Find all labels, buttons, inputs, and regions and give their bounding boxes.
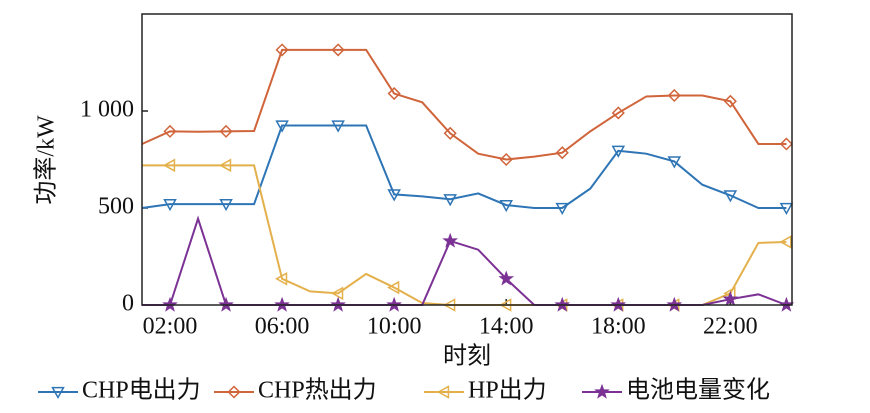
- marker: [163, 124, 177, 138]
- y-axis-label: 功率/kW: [33, 115, 60, 205]
- marker: [498, 270, 515, 286]
- x-tick-label: 14:00: [479, 314, 534, 340]
- marker: [555, 202, 570, 216]
- x-tick-label: 02:00: [143, 314, 198, 340]
- series-line: [142, 215, 787, 306]
- marker: [779, 202, 794, 216]
- marker: [723, 190, 738, 203]
- legend-label: 电池电量变化: [626, 377, 770, 404]
- marker: [779, 137, 793, 151]
- x-tick-label: 18:00: [591, 314, 646, 340]
- marker: [331, 43, 345, 57]
- marker: [443, 126, 457, 140]
- marker: [779, 235, 792, 249]
- marker: [722, 290, 739, 306]
- marker: [163, 198, 177, 212]
- marker: [667, 156, 682, 169]
- marker: [499, 152, 513, 167]
- marker: [611, 106, 625, 120]
- legend-label: HP出力: [468, 377, 547, 404]
- marker: [499, 199, 513, 213]
- series-line: [141, 124, 787, 209]
- marker: [219, 158, 232, 173]
- marker: [667, 88, 681, 103]
- legend-marker: [436, 385, 450, 399]
- marker: [443, 194, 457, 207]
- marker: [162, 158, 176, 173]
- legend-marker: [227, 385, 241, 399]
- legend-marker: [51, 386, 65, 400]
- marker: [387, 189, 401, 202]
- x-tick-label: 22:00: [703, 314, 758, 340]
- legend-label: CHP电出力: [82, 377, 201, 404]
- marker: [219, 198, 233, 212]
- marker: [387, 86, 401, 101]
- series-line: [141, 48, 787, 161]
- marker: [219, 124, 233, 138]
- x-tick-label: 10:00: [367, 314, 422, 340]
- y-tick-label: 500: [98, 194, 134, 220]
- x-axis-label: 时刻: [443, 343, 491, 370]
- marker: [275, 43, 289, 57]
- marker: [611, 145, 626, 158]
- marker: [331, 120, 345, 133]
- marker: [275, 120, 289, 133]
- series-line: [142, 164, 787, 306]
- y-tick-label: 1 000: [80, 97, 134, 123]
- marker: [387, 280, 400, 295]
- marker: [442, 232, 459, 248]
- legend-marker: [594, 383, 610, 399]
- marker: [275, 272, 288, 286]
- marker: [555, 146, 569, 160]
- y-tick-label: 0: [122, 291, 134, 317]
- marker: [723, 94, 737, 108]
- x-tick-label: 06:00: [255, 314, 310, 340]
- legend-label: CHP热出力: [258, 377, 377, 404]
- plot-frame: [141, 13, 793, 306]
- marker: [331, 286, 344, 301]
